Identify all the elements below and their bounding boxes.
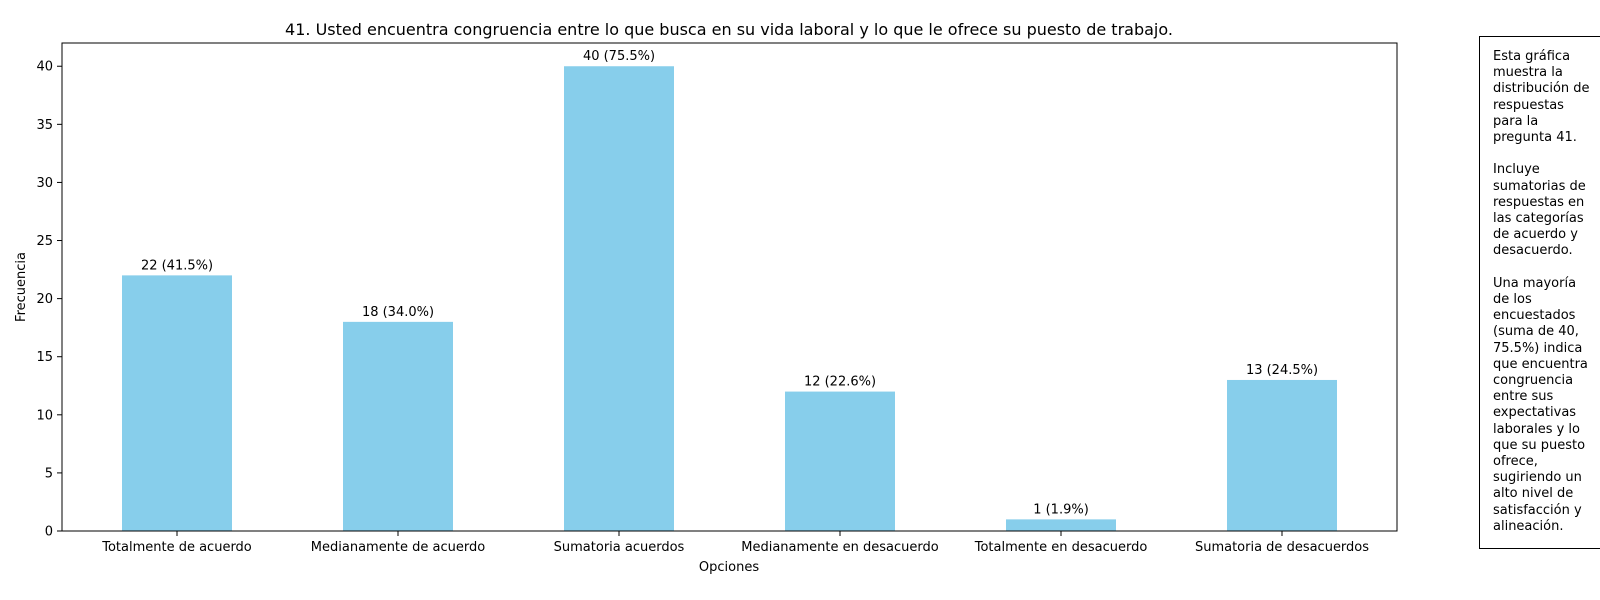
annotation-box: Esta gráfica muestra la distribución de … [1479,36,1600,549]
bar-value-label: 22 (41.5%) [141,258,213,273]
y-tick-label: 0 [45,525,53,540]
chart-title: 41. Usted encuentra congruencia entre lo… [285,20,1173,39]
bar-value-labels: 22 (41.5%) 18 (34.0%) 40 (75.5%) 12 (22.6%)… [141,49,1318,517]
bar [122,275,232,531]
bar [1227,379,1337,531]
y-tick-label: 5 [45,466,53,481]
x-tick-label: Sumatoria de desacuerdos [1195,540,1369,555]
bars-group [122,66,1337,531]
x-tick-label: Medianamente en desacuerdo [741,540,938,555]
y-tick-label: 35 [36,118,53,133]
y-tick-label: 15 [36,350,53,365]
y-tick-label: 20 [36,292,53,307]
x-tick-label: Sumatoria acuerdos [554,540,685,555]
y-tick-label: 10 [36,408,53,423]
x-tick-label: Totalmente de acuerdo [101,540,252,555]
bar-value-label: 12 (22.6%) [804,375,876,390]
bar [564,66,674,531]
bar [343,321,453,531]
x-axis-label: Opciones [699,560,759,575]
bar [1006,519,1116,531]
x-axis-ticks: Totalmente de acuerdo Medianamente de acu… [101,531,1369,555]
y-tick-label: 30 [36,176,53,191]
y-axis-ticks: 0 5 10 15 20 25 30 35 40 [36,60,62,540]
bar-value-label: 13 (24.5%) [1246,363,1318,378]
y-tick-label: 40 [36,60,53,75]
x-tick-label: Totalmente en desacuerdo [974,540,1148,555]
bar-value-label: 18 (34.0%) [362,305,434,320]
annotation-text: Esta gráfica muestra la distribución de … [1493,49,1590,534]
y-tick-label: 25 [36,234,53,249]
bar [785,391,895,531]
bar-value-label: 40 (75.5%) [583,49,655,64]
plot-frame [61,42,1398,532]
bar-value-label: 1 (1.9%) [1033,502,1089,517]
x-tick-label: Medianamente de acuerdo [311,540,485,555]
y-axis-label: Frecuencia [14,252,29,322]
